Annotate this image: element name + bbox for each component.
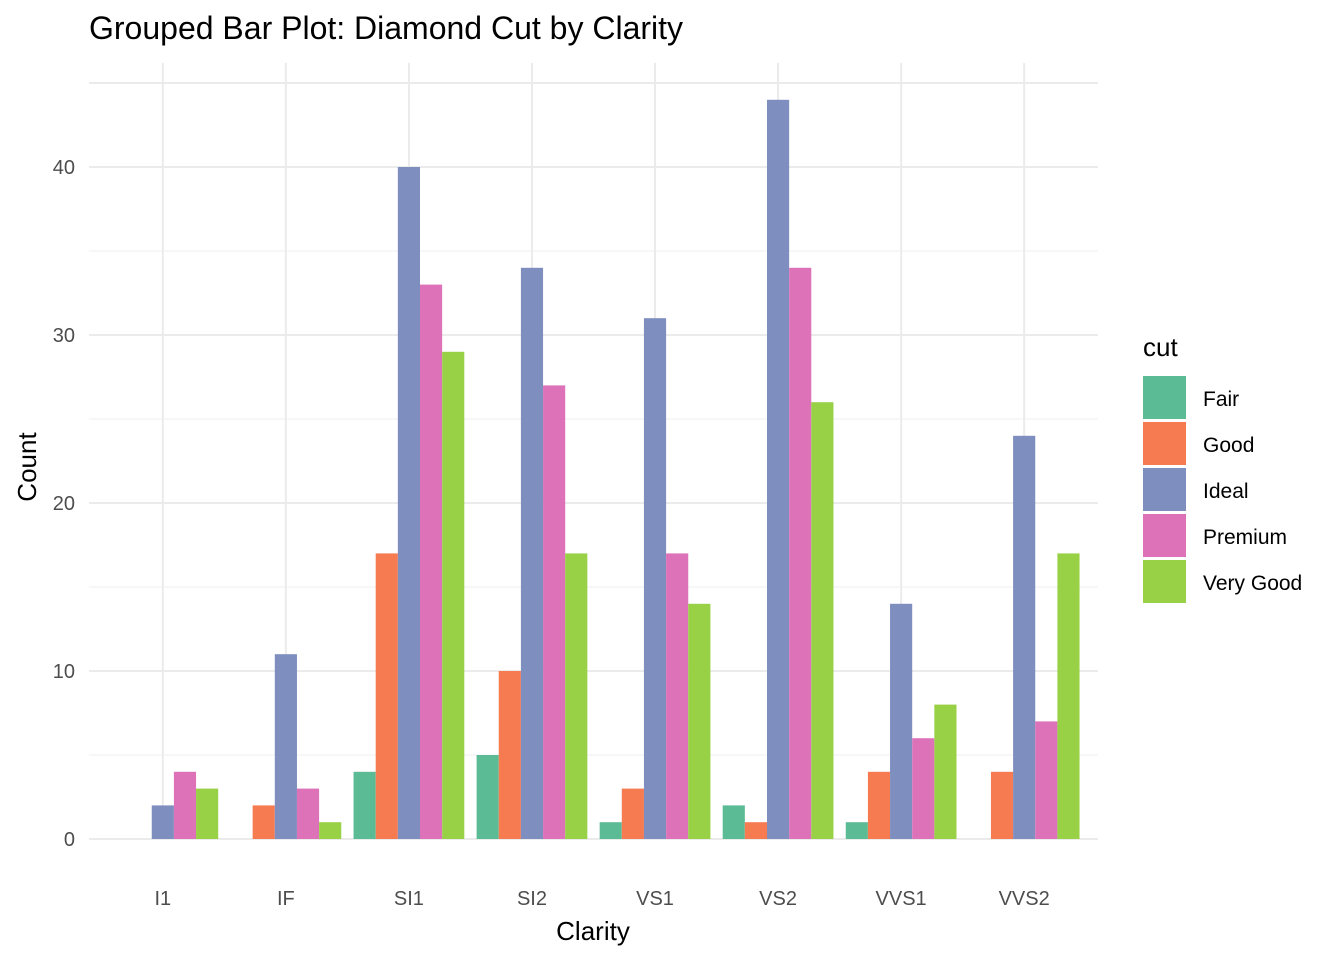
legend-label: Fair — [1203, 388, 1239, 411]
x-tick-label: VVS2 — [999, 888, 1050, 910]
x-tick-label: VS2 — [759, 888, 797, 910]
x-tick-label: IF — [277, 888, 295, 910]
x-axis-title: Clarity — [556, 916, 630, 946]
legend-swatch — [1143, 376, 1186, 419]
legend-swatch — [1143, 468, 1186, 511]
legend-label: Ideal — [1203, 480, 1249, 503]
bar — [1013, 435, 1036, 839]
x-tick-label: VVS1 — [876, 888, 927, 910]
bar — [442, 351, 465, 839]
bars — [151, 99, 1080, 840]
bar — [1057, 553, 1080, 839]
bar — [666, 553, 689, 839]
chart-title: Grouped Bar Plot: Diamond Cut by Clarity — [89, 10, 683, 46]
y-tick-label: 10 — [53, 661, 75, 683]
x-tick-label: I1 — [154, 888, 171, 910]
bar — [867, 771, 891, 839]
bar — [890, 603, 913, 839]
bar — [565, 553, 588, 839]
bar — [520, 267, 544, 839]
bar — [319, 822, 342, 839]
bar — [173, 771, 197, 839]
legend-swatch — [1143, 560, 1186, 603]
bar — [811, 402, 834, 839]
bar — [196, 788, 219, 839]
bar — [766, 99, 790, 840]
bar — [643, 318, 667, 839]
x-tick-label: SI2 — [517, 888, 547, 910]
bar — [934, 704, 957, 839]
legend-label: Good — [1203, 434, 1254, 457]
bar — [744, 822, 767, 839]
y-axis-ticks: 0 10 20 30 40 — [53, 157, 75, 851]
bar — [151, 805, 174, 839]
legend-label: Very Good — [1203, 572, 1302, 595]
bar — [375, 553, 398, 839]
legend-swatch — [1143, 514, 1186, 557]
bar — [543, 385, 566, 839]
bar — [420, 284, 443, 840]
y-tick-label: 0 — [64, 829, 75, 851]
x-axis-ticks: I1 IF SI1 SI2 VS1 VS2 VVS1 VVS2 — [154, 888, 1049, 910]
legend: cut Fair Good Ideal Premium Very Good — [1143, 332, 1302, 603]
bar — [397, 167, 421, 839]
bar — [296, 788, 320, 839]
bar — [990, 771, 1014, 839]
y-tick-label: 30 — [53, 325, 75, 347]
legend-title: cut — [1143, 332, 1178, 362]
bar — [845, 822, 868, 839]
bar — [353, 771, 376, 839]
bar — [1035, 721, 1058, 839]
y-tick-label: 20 — [53, 493, 75, 515]
bar — [498, 671, 521, 839]
bar — [252, 805, 275, 839]
bar — [789, 267, 812, 839]
bar — [599, 822, 622, 839]
bar — [476, 755, 499, 839]
bar — [621, 788, 644, 839]
legend-swatch — [1143, 422, 1186, 465]
bar — [912, 738, 935, 839]
bar — [274, 654, 297, 839]
y-axis-title: Count — [12, 432, 42, 502]
y-tick-label: 40 — [53, 157, 75, 179]
bar — [688, 603, 711, 839]
legend-label: Premium — [1203, 526, 1287, 549]
x-tick-label: VS1 — [636, 888, 674, 910]
bar — [722, 805, 745, 839]
x-tick-label: SI1 — [394, 888, 424, 910]
